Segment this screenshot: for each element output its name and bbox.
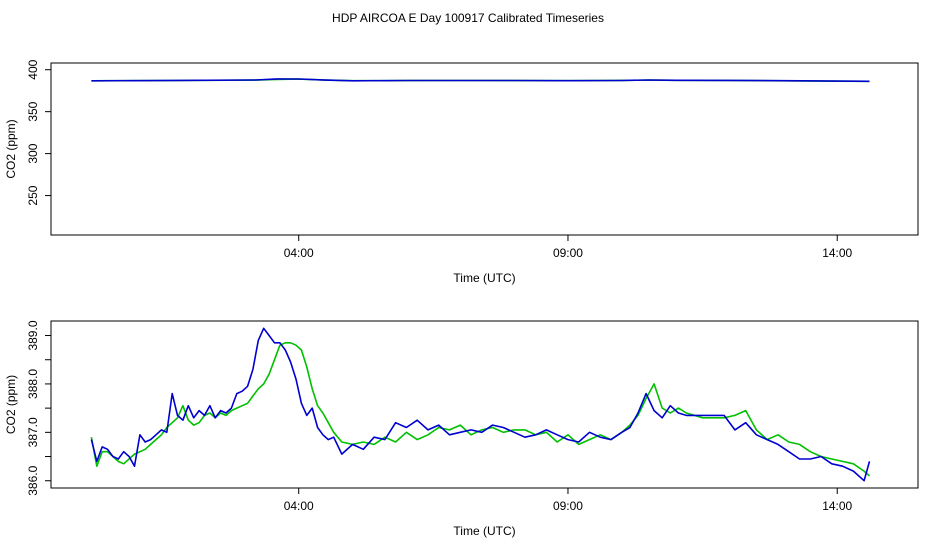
y-tick-label: 400 xyxy=(26,59,40,79)
x-tick-label: 14:00 xyxy=(822,499,852,513)
x-tick-label: 04:00 xyxy=(284,246,314,260)
y-axis-label: CO2 (ppm) xyxy=(4,375,18,434)
co2-series-b-line xyxy=(90,327,871,482)
y-tick-label: 387.0 xyxy=(26,417,40,447)
y-tick-label: 300 xyxy=(26,143,40,163)
y-tick-label: 389.0 xyxy=(26,320,40,350)
x-tick-label: 09:00 xyxy=(553,499,583,513)
co2-detail-panel: 04:00 09:00 14:00 386.0 387.0 388.0 389.0 Time … xyxy=(4,320,919,538)
plot-frame xyxy=(50,320,919,489)
co2-series-b-line xyxy=(91,78,870,83)
x-tick-label: 14:00 xyxy=(822,246,852,260)
chart-title: HDP AIRCOA E Day 100917 Calibrated Times… xyxy=(332,11,604,25)
x-axis-label: Time (UTC) xyxy=(453,524,515,538)
y-tick-label: 350 xyxy=(26,101,40,121)
co2-series-a-line xyxy=(90,341,871,477)
y-axis-label: CO2 (ppm) xyxy=(4,119,18,178)
co2-overview-panel: 04:00 09:00 14:00 250 300 350 400 Time (UTC) CO2… xyxy=(4,59,919,285)
x-axis-label: Time (UTC) xyxy=(453,271,515,285)
x-tick-label: 04:00 xyxy=(284,499,314,513)
y-tick-label: 386.0 xyxy=(26,465,40,495)
y-tick-label: 250 xyxy=(26,185,40,205)
plot-frame xyxy=(50,62,919,236)
y-tick-label: 388.0 xyxy=(26,369,40,399)
x-tick-label: 09:00 xyxy=(553,246,583,260)
